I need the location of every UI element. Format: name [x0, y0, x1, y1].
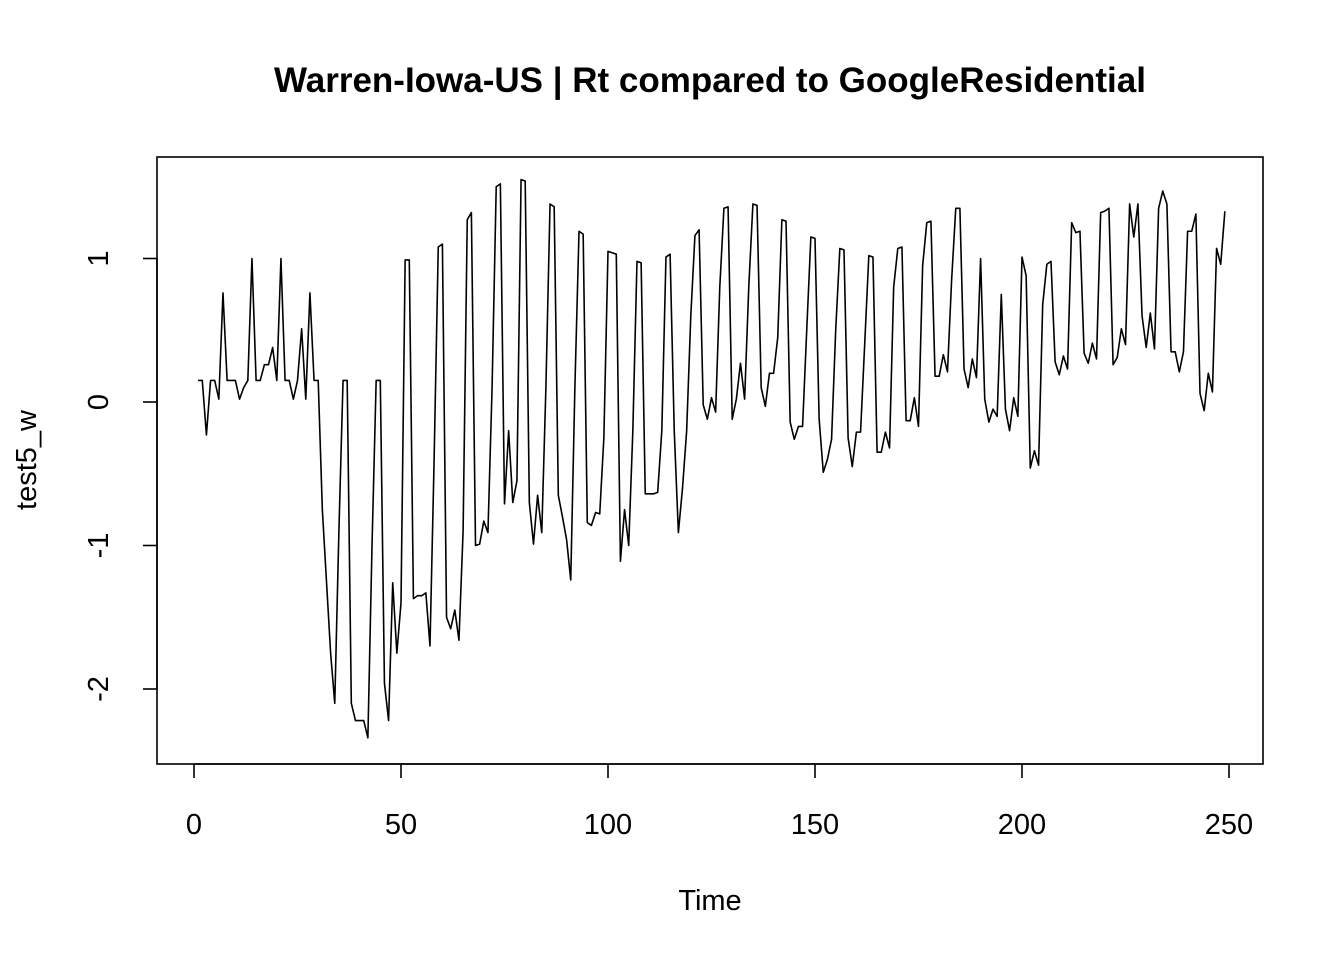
y-tick-label: -1 [83, 533, 115, 559]
y-axis: -2 -1 0 1 [83, 250, 158, 702]
y-tick-label: -2 [83, 676, 115, 702]
series-line [198, 178, 1226, 739]
y-tick-label: 0 [83, 394, 115, 410]
x-tick-label: 50 [385, 809, 417, 841]
chart-title: Warren-Iowa-US | Rt compared to GoogleRe… [274, 61, 1146, 100]
x-axis-label: Time [678, 885, 741, 917]
x-axis: 0 50 100 150 200 250 [186, 763, 1253, 841]
x-tick-label: 150 [791, 809, 839, 841]
x-tick-label: 0 [186, 809, 202, 841]
y-axis-label: test5_w [11, 409, 43, 510]
x-tick-label: 200 [998, 809, 1046, 841]
y-tick-label: 1 [83, 250, 115, 266]
x-tick-label: 250 [1205, 809, 1253, 841]
x-tick-label: 100 [584, 809, 632, 841]
plot-frame [156, 156, 1264, 765]
